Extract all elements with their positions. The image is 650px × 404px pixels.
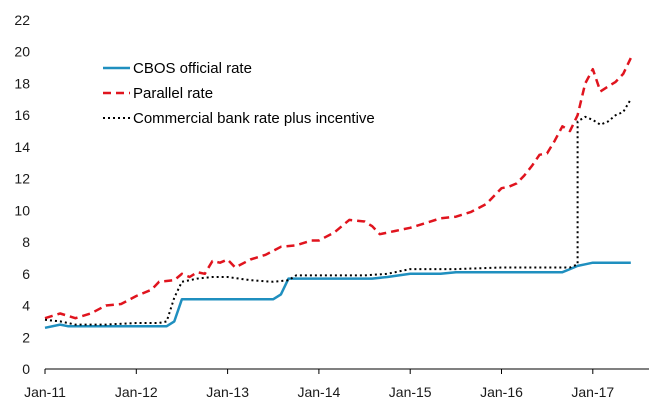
y-tick-label: 10 [14, 202, 30, 218]
x-tick-label: Jan-15 [389, 384, 432, 400]
x-tick-label: Jan-16 [480, 384, 523, 400]
y-tick-label: 6 [22, 266, 30, 282]
y-tick-label: 20 [14, 44, 30, 60]
y-tick-label: 8 [22, 234, 30, 250]
x-tick-label: Jan-13 [206, 384, 249, 400]
series-line-commercial-bank-rate-plus-incentive [44, 98, 632, 326]
y-tick-label: 2 [22, 329, 30, 345]
y-tick-label: 14 [14, 139, 30, 155]
x-tick-label: Jan-17 [571, 384, 614, 400]
y-tick-label: 22 [14, 12, 30, 28]
y-tick-label: 0 [22, 361, 30, 377]
x-tick-label: Jan-14 [297, 384, 340, 400]
series-lines [44, 57, 632, 330]
series-line-cbos-official-rate [44, 261, 631, 330]
x-axis-ticks: Jan-11 Jan-12 Jan-13 Jan-14 Jan-15 Jan-16 Jan-… [24, 369, 614, 400]
y-tick-label: 12 [14, 171, 30, 187]
x-tick-label: Jan-11 [24, 384, 66, 400]
legend: CBOS official rate Parallel rate Commercia… [103, 60, 375, 127]
legend-label: CBOS official rate [133, 60, 252, 77]
series-line-parallel-rate [44, 57, 632, 320]
y-tick-label: 18 [14, 75, 30, 91]
y-tick-label: 16 [14, 107, 30, 123]
legend-label: Commercial bank rate plus incentive [133, 110, 375, 127]
y-axis-ticks: 0 2 4 6 8 10 12 14 16 18 20 22 [14, 12, 30, 377]
x-tick-label: Jan-12 [115, 384, 158, 400]
y-tick-label: 4 [22, 298, 30, 314]
legend-label: Parallel rate [133, 85, 213, 102]
